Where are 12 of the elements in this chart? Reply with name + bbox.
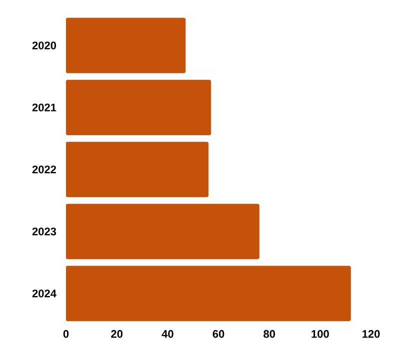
x-tick-label: 0: [63, 330, 69, 338]
y-tick-label: 2022: [32, 166, 56, 174]
x-tick-label: 120: [362, 330, 380, 338]
x-tick-label: 40: [162, 330, 174, 338]
x-tick-label: 100: [312, 330, 329, 338]
x-tick-label: 80: [264, 330, 275, 338]
y-tick-label: 2021: [32, 104, 56, 112]
y-tick-label: 2020: [32, 42, 56, 50]
x-tick-label: 20: [111, 330, 122, 338]
x-tick-label: 60: [212, 330, 224, 338]
y-tick-label: 2024: [32, 290, 56, 298]
y-tick-label: 2023: [32, 228, 56, 236]
